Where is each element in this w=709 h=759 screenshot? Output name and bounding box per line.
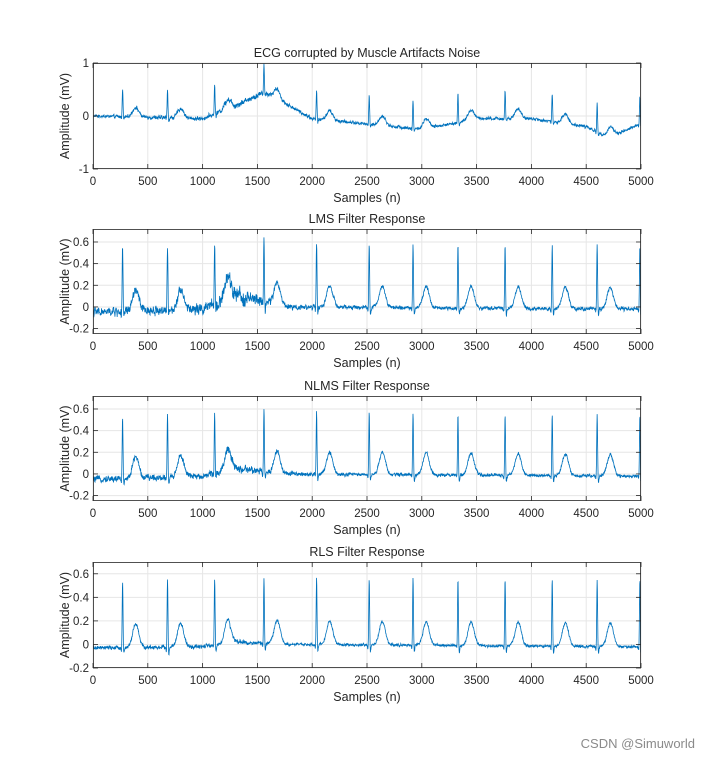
y-tick-label: -1	[79, 164, 89, 176]
y-axis-label: Amplitude (mV)	[58, 238, 72, 324]
y-axis-label: Amplitude (mV)	[58, 73, 72, 159]
x-tick-label: 2000	[299, 341, 325, 353]
y-tick-label: 0.4	[73, 259, 90, 271]
x-tick-label: 0	[90, 508, 96, 520]
x-tick-label: 500	[138, 675, 157, 687]
subplot-4: 0 500 1000 1500 2000 2500 3000 3500 4000 4500 5000…	[58, 545, 654, 704]
x-tick-label: 4500	[573, 341, 599, 353]
y-tick-label: 0.2	[73, 616, 89, 628]
x-tick-label: 1000	[190, 341, 216, 353]
subplot-3: 0 500 1000 1500 2000 2500 3000 3500 4000 4500 5000…	[58, 379, 654, 537]
x-tick-label: 3500	[464, 508, 490, 520]
y-tick-label: 1	[83, 58, 89, 70]
y-tick-label: 0.4	[73, 426, 90, 438]
subplot-1: 0 500 1000 1500 2000 2500 3000 3500 4000 4500 5000…	[58, 46, 654, 205]
x-tick-label: 1000	[190, 675, 216, 687]
x-tick-label: 4000	[519, 508, 545, 520]
x-tick-label: 3000	[409, 341, 435, 353]
x-tick-label: 2000	[299, 508, 325, 520]
x-axis-label: Samples (n)	[333, 523, 400, 537]
x-tick-label: 500	[138, 176, 157, 188]
chart-title: ECG corrupted by Muscle Artifacts Noise	[254, 46, 481, 60]
x-tick-label: 2000	[299, 176, 325, 188]
x-tick-label: 0	[90, 675, 96, 687]
y-tick-label: -0.2	[69, 491, 89, 503]
series-line	[93, 63, 641, 137]
x-tick-label: 1000	[190, 508, 216, 520]
chart-title: RLS Filter Response	[309, 545, 424, 559]
subplot-2: 0 500 1000 1500 2000 2500 3000 3500 4000 4500 5000…	[58, 212, 654, 370]
x-tick-label: 2500	[354, 341, 380, 353]
x-tick-label: 2000	[299, 675, 325, 687]
x-tick-label: 5000	[628, 508, 654, 520]
series-line	[93, 409, 641, 486]
x-tick-label: 2500	[354, 508, 380, 520]
x-tick-label: 4500	[573, 176, 599, 188]
x-tick-label: 5000	[628, 675, 654, 687]
x-tick-label: 4000	[519, 341, 545, 353]
chart-title: NLMS Filter Response	[304, 379, 430, 393]
x-tick-label: 1500	[245, 176, 271, 188]
watermark: CSDN @Simuworld	[580, 736, 695, 751]
x-tick-label: 3000	[409, 508, 435, 520]
x-tick-label: 4000	[519, 675, 545, 687]
y-tick-label: 0	[83, 639, 89, 651]
chart-title: LMS Filter Response	[309, 212, 426, 226]
x-tick-label: 5000	[628, 341, 654, 353]
y-tick-label: 0.2	[73, 280, 89, 292]
x-tick-label: 3500	[464, 176, 490, 188]
x-tick-label: 0	[90, 341, 96, 353]
x-tick-label: 500	[138, 508, 157, 520]
y-tick-label: 0.6	[73, 404, 89, 416]
y-axis-label: Amplitude (mV)	[58, 405, 72, 491]
x-axis-label: Samples (n)	[333, 191, 400, 205]
x-axis-label: Samples (n)	[333, 690, 400, 704]
x-tick-label: 3500	[464, 341, 490, 353]
y-tick-label: 0.6	[73, 569, 89, 581]
x-tick-label: 4000	[519, 176, 545, 188]
x-tick-label: 1000	[190, 176, 216, 188]
y-tick-label: 0.6	[73, 237, 89, 249]
x-tick-label: 500	[138, 341, 157, 353]
x-tick-label: 1500	[245, 341, 271, 353]
x-tick-label: 3000	[409, 675, 435, 687]
series-line	[93, 237, 641, 319]
x-tick-label: 4500	[573, 508, 599, 520]
x-tick-label: 0	[90, 176, 96, 188]
x-tick-label: 1500	[245, 508, 271, 520]
x-tick-label: 3000	[409, 176, 435, 188]
y-tick-label: 0	[83, 111, 89, 123]
x-tick-label: 2500	[354, 176, 380, 188]
y-tick-label: -0.2	[69, 663, 89, 675]
y-tick-label: 0	[83, 302, 89, 314]
x-tick-label: 2500	[354, 675, 380, 687]
y-tick-label: -0.2	[69, 324, 89, 336]
y-tick-label: 0	[83, 469, 89, 481]
x-tick-label: 5000	[628, 176, 654, 188]
x-axis-label: Samples (n)	[333, 356, 400, 370]
x-tick-label: 1500	[245, 675, 271, 687]
x-tick-label: 4500	[573, 675, 599, 687]
y-tick-label: 0.2	[73, 447, 89, 459]
series-line	[93, 577, 641, 656]
y-axis-label: Amplitude (mV)	[58, 572, 72, 658]
y-tick-label: 0.4	[73, 592, 90, 604]
x-tick-label: 3500	[464, 675, 490, 687]
